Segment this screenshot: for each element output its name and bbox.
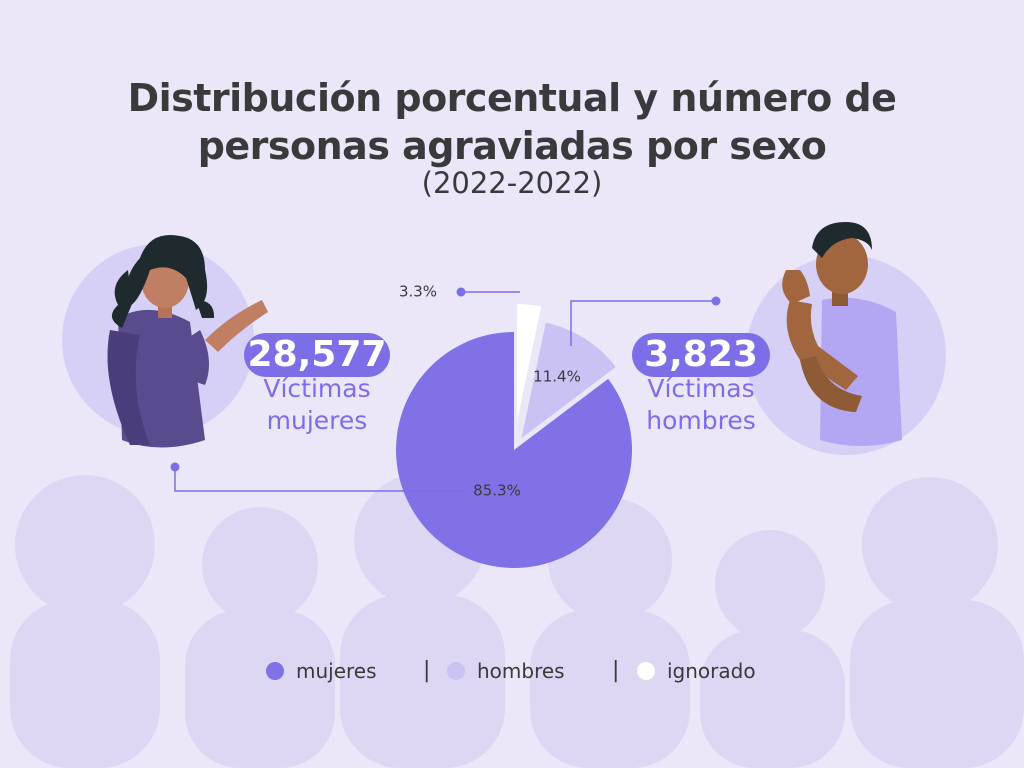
men-count-badge: 3,823 xyxy=(632,333,770,377)
men-caption-line-1: Víctimas xyxy=(647,374,755,403)
leader-dot-ignorado xyxy=(456,287,466,297)
leader-dot-mujeres xyxy=(170,462,180,472)
women-count-badge: 28,577 xyxy=(244,333,390,377)
woman-illustration xyxy=(62,234,268,448)
chart-title-line-1: Distribución porcentual y número de xyxy=(127,76,897,120)
men-caption: Víctimas hombres xyxy=(628,373,774,437)
chart-title-line-2: personas agraviadas por sexo xyxy=(197,124,827,168)
legend-label-mujeres: mujeres xyxy=(296,659,377,683)
men-caption-line-2: hombres xyxy=(646,406,756,435)
legend-item-mujeres: mujeres xyxy=(266,656,377,686)
pie-slice-hombres xyxy=(521,322,616,439)
legend-label-ignorado: ignorado xyxy=(667,659,756,683)
women-caption: Víctimas mujeres xyxy=(240,373,394,437)
legend-swatch-hombres xyxy=(447,662,465,680)
legend-separator: | xyxy=(612,658,620,683)
legend-item-ignorado: ignorado xyxy=(637,656,756,686)
data-label-bg-mujeres xyxy=(463,480,531,502)
data-label-mujeres: 85.3% xyxy=(473,482,521,500)
leader-dot-hombres xyxy=(711,296,721,306)
pie-slice-ignorado xyxy=(516,304,542,423)
legend-label-hombres: hombres xyxy=(477,659,565,683)
leader-line-hombres xyxy=(570,300,716,346)
crowd-silhouettes xyxy=(10,474,1024,768)
leader-line-mujeres xyxy=(174,467,468,492)
data-label-hombres: 11.4% xyxy=(533,368,581,386)
legend-swatch-mujeres xyxy=(266,662,284,680)
legend-separator: | xyxy=(423,658,431,683)
data-label-ignorado: 3.3% xyxy=(399,283,437,301)
chart-subtitle: (2022-2022) xyxy=(421,166,603,200)
women-caption-line-1: Víctimas xyxy=(263,374,371,403)
legend-item-hombres: hombres xyxy=(447,656,565,686)
women-caption-line-2: mujeres xyxy=(266,406,368,435)
pie-slice-mujeres xyxy=(396,332,632,568)
legend-swatch-ignorado xyxy=(637,662,655,680)
man-illustration xyxy=(746,222,946,455)
